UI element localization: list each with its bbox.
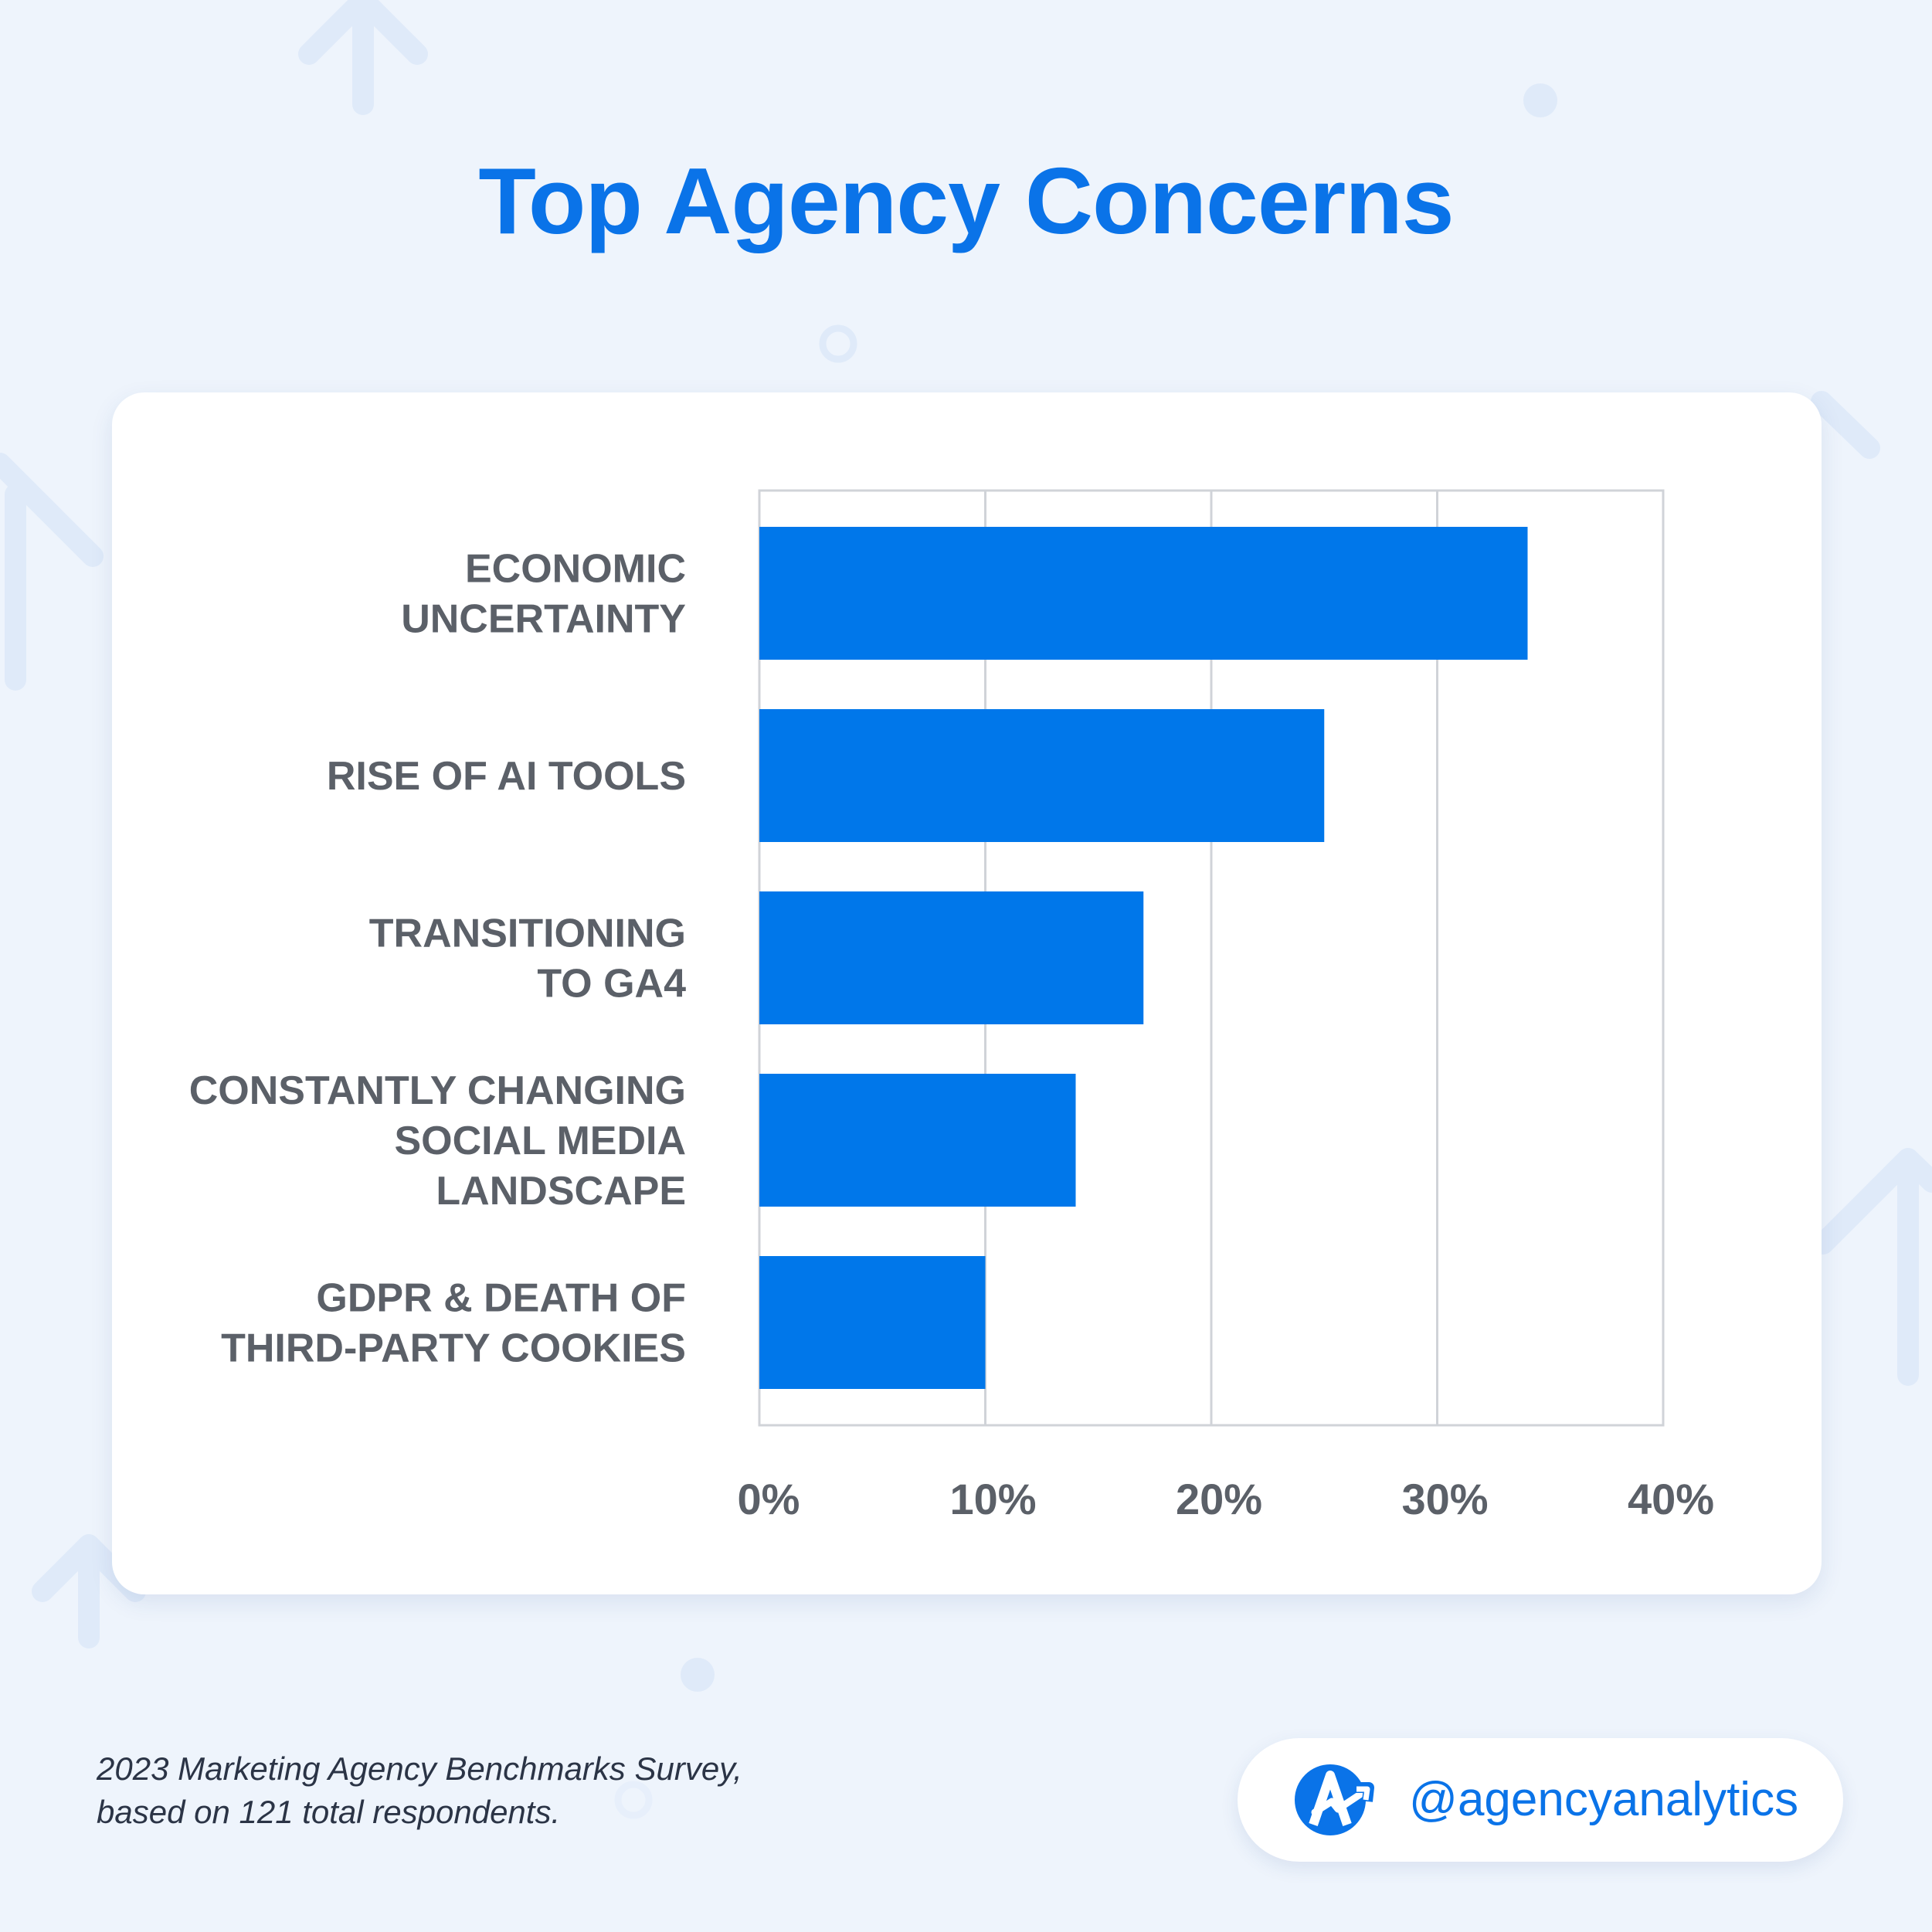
bar <box>759 527 1528 660</box>
category-label: TRANSITIONING TO GA4 <box>369 912 686 1007</box>
x-tick-label: 40% <box>1628 1475 1714 1523</box>
arrow-decoration-icon <box>1811 391 1880 459</box>
arrow-decoration-icon <box>298 0 428 115</box>
arrow-decoration-icon <box>0 453 104 691</box>
bar <box>759 891 1144 1024</box>
source-line-1: 2023 Marketing Agency Benchmarks Survey, <box>97 1750 742 1787</box>
category-label: RISE OF AI TOOLS <box>327 754 686 799</box>
agencyanalytics-logo-icon <box>1295 1764 1374 1835</box>
x-tick-label: 0% <box>738 1475 800 1523</box>
category-label: ECONOMIC UNCERTAINTY <box>401 547 686 642</box>
category-label: CONSTANTLY CHANGING SOCIAL MEDIA LANDSCAPE <box>189 1068 686 1214</box>
social-handle-text: @agencyanalytics <box>1409 1773 1799 1826</box>
bar <box>759 709 1325 842</box>
x-tick-label: 30% <box>1401 1475 1488 1523</box>
chart-card: ECONOMIC UNCERTAINTY RISE OF AI TOOLS TRANS… <box>112 392 1822 1594</box>
bar-chart: ECONOMIC UNCERTAINTY RISE OF AI TOOLS TRANS… <box>189 489 1714 1523</box>
ring-decoration <box>614 1781 653 1819</box>
page-title: Top Agency Concerns <box>478 148 1454 253</box>
bar <box>759 1256 986 1389</box>
ring-decoration <box>819 324 857 363</box>
x-tick-label: 20% <box>1176 1475 1262 1523</box>
source-line-2: based on 121 total respondents. <box>97 1794 561 1830</box>
dot-decoration <box>681 1658 715 1692</box>
arrow-decoration-icon <box>1812 1148 1932 1386</box>
bar <box>759 1074 1076 1207</box>
x-tick-label: 10% <box>949 1475 1036 1523</box>
dot-decoration <box>1523 83 1557 117</box>
source-note: 2023 Marketing Agency Benchmarks Survey,… <box>97 1747 869 1834</box>
category-label: GDPR & DEATH OF THIRD-PARTY COOKIES <box>221 1276 686 1371</box>
social-handle-badge[interactable]: @agencyanalytics <box>1238 1738 1843 1862</box>
